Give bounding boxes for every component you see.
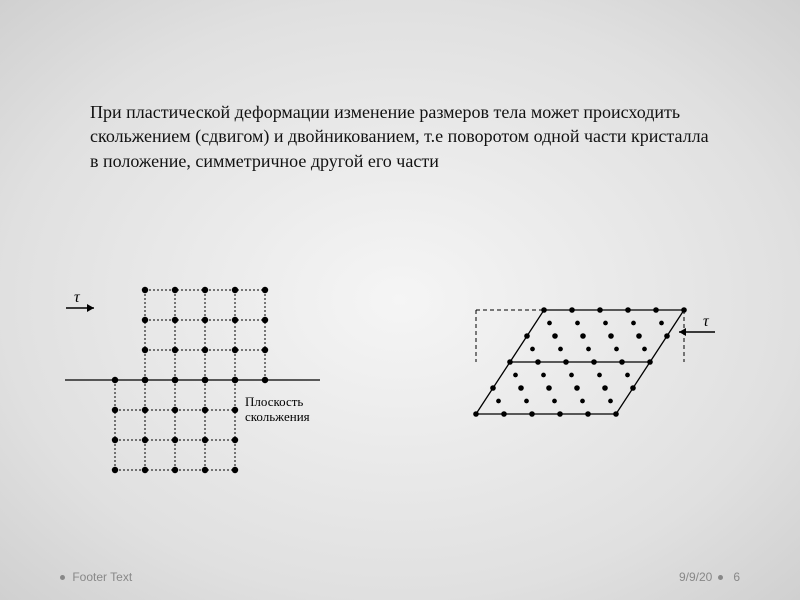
footer: Footer Text 9/9/20 6 — [60, 570, 740, 584]
svg-text:τ: τ — [74, 289, 81, 306]
twin-diagram: τ — [420, 290, 760, 510]
bullet-icon — [60, 575, 65, 580]
bullet-icon — [718, 575, 723, 580]
footer-left: Footer Text — [60, 570, 132, 584]
diagrams: τ Плоскостьскольжения τ — [60, 280, 740, 500]
svg-text:Плоскостьскольжения: Плоскостьскольжения — [245, 394, 310, 424]
body-text: При пластической деформации изменение ра… — [90, 100, 710, 173]
slip-diagram: τ Плоскостьскольжения — [60, 280, 380, 500]
footer-page: 6 — [733, 570, 740, 584]
footer-text: Footer Text — [72, 570, 132, 584]
footer-date: 9/9/20 — [679, 570, 712, 584]
footer-right: 9/9/20 6 — [679, 570, 740, 584]
slide: При пластической деформации изменение ра… — [0, 0, 800, 600]
svg-text:τ: τ — [703, 313, 710, 330]
